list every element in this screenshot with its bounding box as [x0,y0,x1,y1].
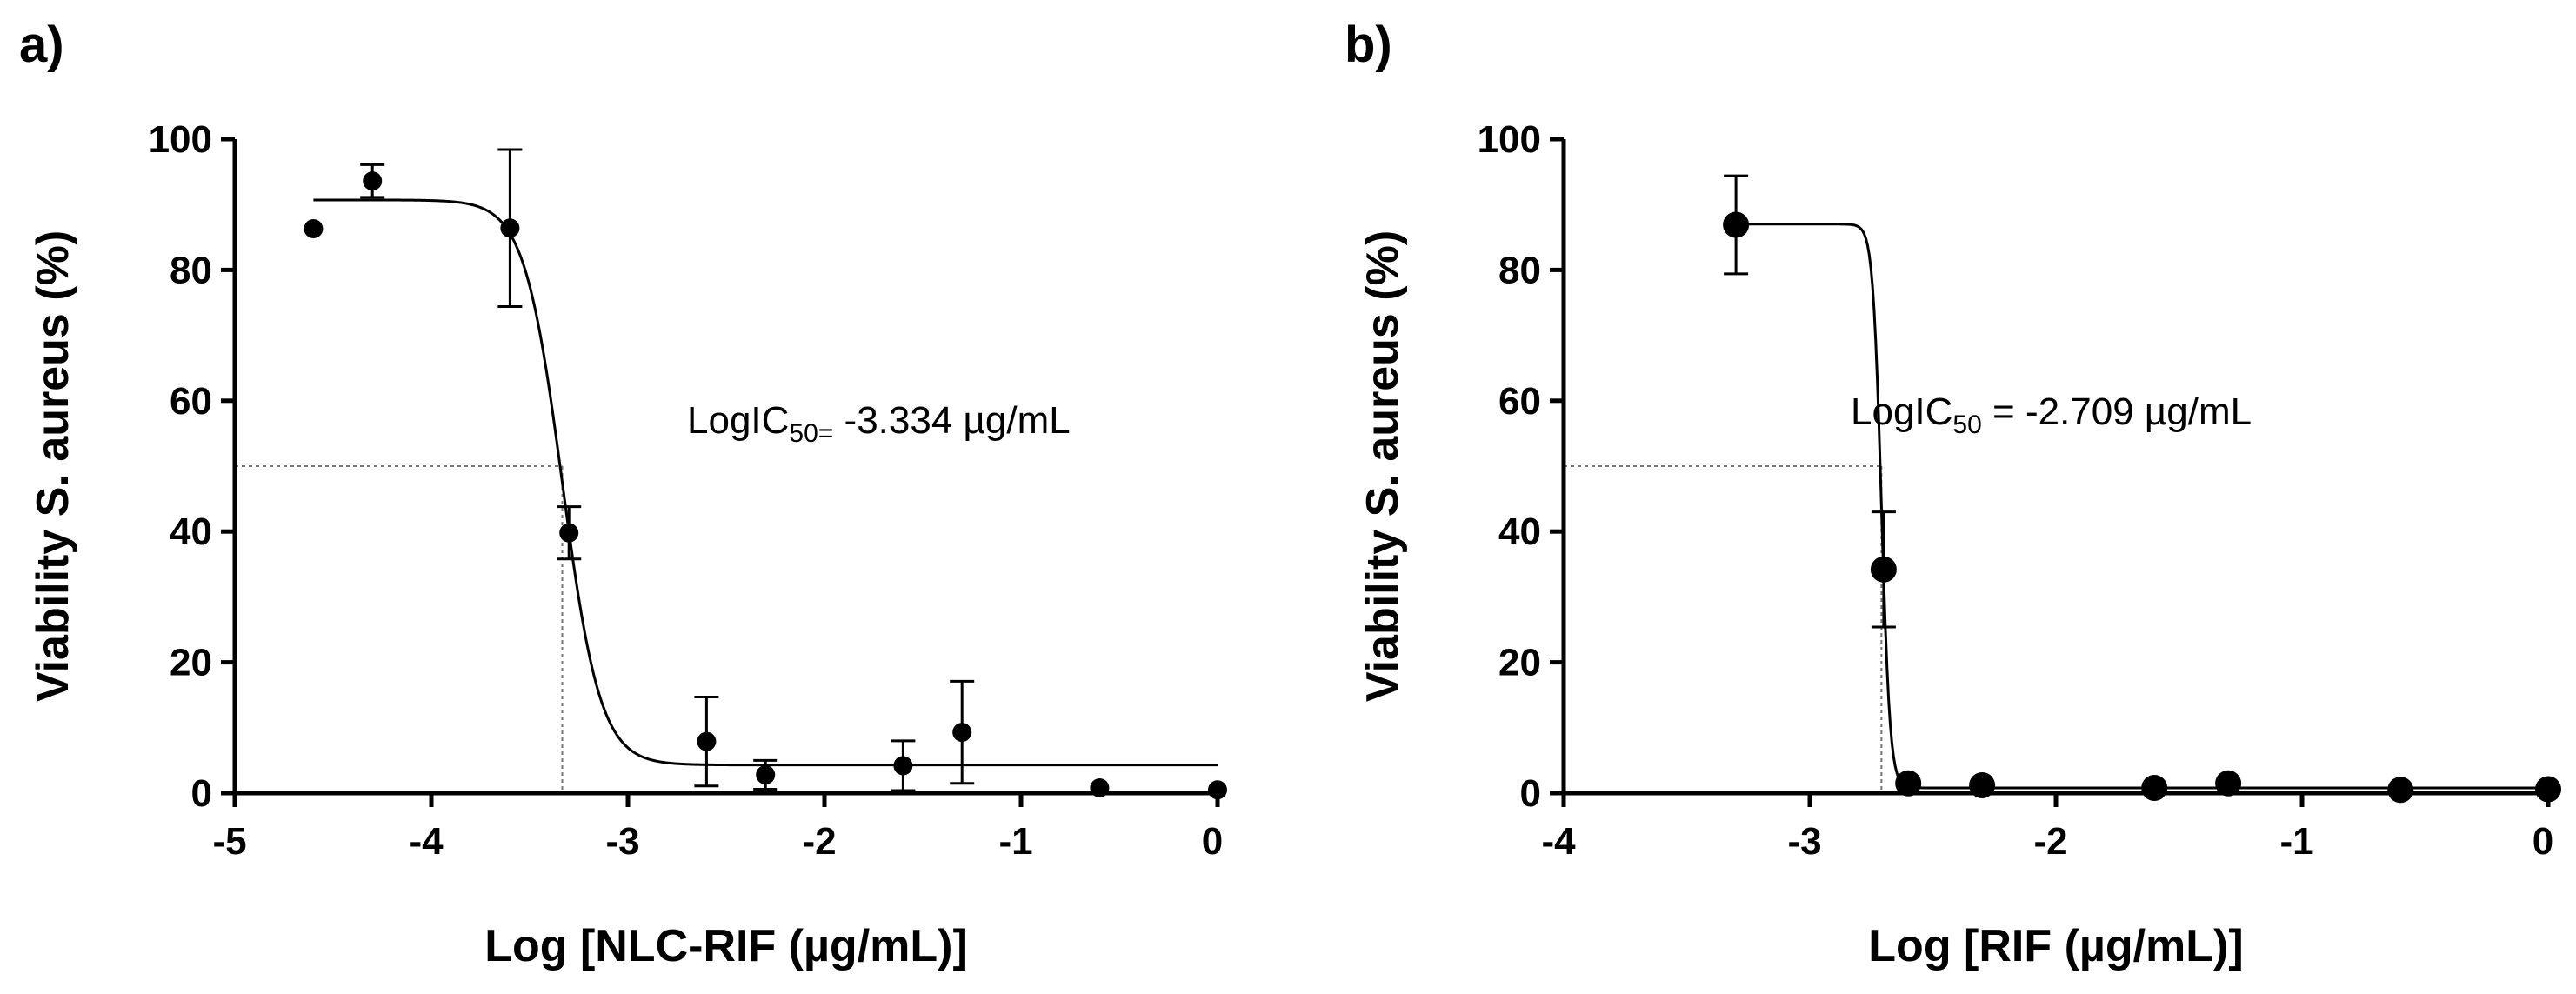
annotation-subscript: 50= [789,419,833,448]
chart-b: 0 20 40 60 80 100 -4 -3 -2 -1 0 Log [RIF (µg/mL)] Vi… [1358,118,2561,971]
y-tick-label: 60 [170,380,212,423]
y-axis-title: Viability S. aureus (%) [1358,230,1408,702]
x-tick-label: -4 [409,820,444,863]
annotation-main: LogIC [687,399,789,442]
x-tick-label: -1 [998,820,1032,863]
y-tick-label: 0 [1520,772,1541,815]
x-axis-title: Log [NLC-RIF (µg/mL)] [484,921,968,971]
panel-label: a) [19,17,64,73]
data-point [1208,780,1227,800]
x-tick-label: -2 [2033,820,2067,863]
y-tick-label: 20 [170,642,212,684]
data-point [1969,771,1996,798]
y-tick-label: 100 [1478,118,1541,161]
x-tick-label: -5 [212,820,246,863]
data-point [363,171,383,191]
x-axis-title: Log [RIF (µg/mL)] [1868,921,2243,971]
data-point [304,219,324,239]
fit-curve [1736,223,2548,790]
annotation-value: -3.334 µg/mL [833,399,1070,442]
chart-a: 0 20 40 60 80 100 -5 -4 -3 -2 -1 0 Log [NLC-RIF (µg/… [28,118,1227,971]
x-tick-label: -2 [802,820,836,863]
x-tick-label: -4 [1541,820,1576,863]
y-tick-label: 40 [1498,510,1541,553]
x-tick-label: -3 [605,820,639,863]
data-point [2535,776,2561,803]
fit-curve [313,198,1218,767]
panel-label: b) [1345,17,1392,73]
data-point [1895,770,1922,797]
y-tick-label: 0 [191,772,212,815]
annotation-value: = -2.709 µg/mL [1982,390,2252,433]
data-point [893,756,913,776]
annotation-main: LogIC [1851,390,1952,433]
data-point [1090,777,1110,797]
y-tick-label: 20 [1498,642,1541,684]
x-tick-label: -1 [2279,820,2313,863]
y-tick-label: 60 [1498,380,1541,423]
x-tick-label: 0 [1202,820,1223,863]
y-tick-label: 80 [1498,249,1541,291]
chart-panel-b: b) 0 20 40 60 80 100 -4 -3 -2 -1 0 Log [RIF (µg/mL)… [1287,0,2576,994]
annotation-subscript: 50 [1952,410,1981,439]
data-point [1723,211,1750,238]
x-tick-label: 0 [2533,820,2553,863]
data-point [1870,556,1897,583]
data-point [952,723,972,743]
data-point [2387,777,2414,804]
data-point [2141,774,2168,801]
ic50-annotation: LogIC50= -3.334 µg/mL [687,399,1071,448]
data-point [697,731,717,751]
data-point [559,523,579,543]
y-tick-label: 100 [149,118,212,161]
chart-panel-a: a) 0 20 40 60 80 100 -5 -4 -3 -2 -1 0 Log [NLC-RIF (… [0,0,1287,994]
x-tick-label: -3 [1787,820,1821,863]
data-point [756,764,776,784]
ic50-annotation: LogIC50 = -2.709 µg/mL [1851,390,2252,439]
data-point [2215,770,2242,797]
y-tick-label: 80 [170,249,212,291]
data-point [500,218,520,238]
y-axis-title: Viability S. aureus (%) [28,230,78,702]
y-tick-label: 40 [170,510,212,553]
